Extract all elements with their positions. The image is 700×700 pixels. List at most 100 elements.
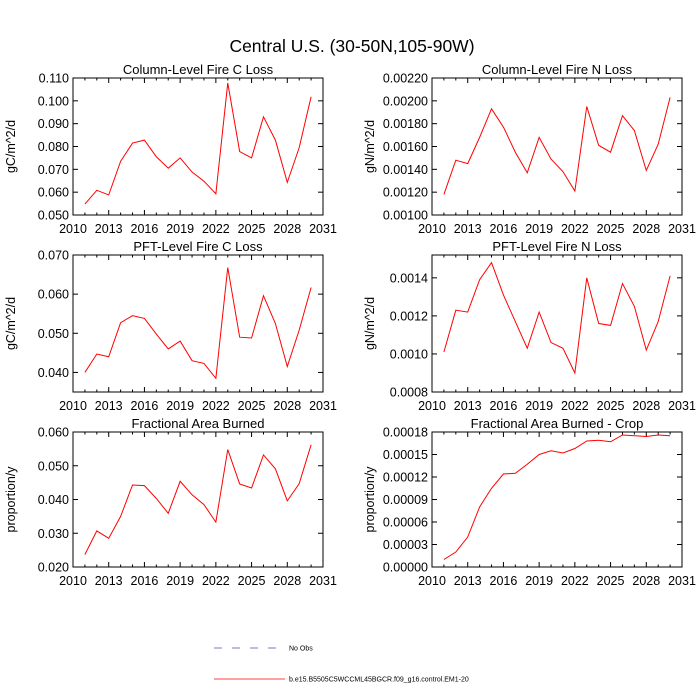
chart-panel: 2010 2013 2016 2019 2022 2025 2028 2031 0.020 0.0… (4, 416, 337, 588)
y-tick-label: 0.00012 (383, 471, 428, 485)
x-tick-label: 2025 (238, 399, 266, 413)
panel-title: Column-Level Fire C Loss (123, 62, 274, 77)
y-tick-label: 0.0014 (390, 271, 428, 285)
y-tick-label: 0.070 (38, 163, 69, 177)
y-tick-label: 0.0012 (390, 309, 428, 323)
x-tick-label: 2019 (166, 574, 194, 588)
x-tick-label: 2031 (309, 222, 337, 236)
x-tick-label: 2013 (454, 574, 482, 588)
y-tick-label: 0.020 (38, 561, 69, 575)
panel-title: Fractional Area Burned (132, 416, 265, 431)
x-tick-label: 2013 (95, 222, 123, 236)
y-tick-label: 0.100 (38, 94, 69, 108)
x-tick-label: 2010 (418, 222, 446, 236)
x-tick-label: 2010 (59, 222, 87, 236)
y-tick-label: 0.00140 (383, 163, 428, 177)
x-tick-label: 2028 (273, 222, 301, 236)
chart-panel: 2010 2013 2016 2019 2022 2025 2028 2031 0.050 0.0… (4, 62, 337, 236)
y-tick-label: 0.00100 (383, 209, 428, 223)
y-tick-label: 0.050 (38, 209, 69, 223)
x-tick-label: 2019 (525, 574, 553, 588)
x-tick-label: 2022 (202, 574, 230, 588)
x-tick-label: 2022 (202, 222, 230, 236)
y-axis-label: gC/m^2/d (4, 297, 18, 350)
y-tick-label: 0.00003 (383, 538, 428, 552)
series-line (84, 267, 312, 380)
x-tick-label: 2013 (95, 574, 123, 588)
plot-frame (431, 77, 683, 216)
y-tick-label: 0.090 (38, 117, 69, 131)
y-axis-label: gN/m^2/d (363, 297, 377, 350)
y-tick-label: 0.040 (38, 366, 69, 380)
x-tick-label: 2019 (166, 399, 194, 413)
x-tick-label: 2019 (166, 222, 194, 236)
x-tick-label: 2031 (668, 574, 696, 588)
x-tick-label: 2025 (238, 574, 266, 588)
y-tick-label: 0.00000 (383, 561, 428, 575)
series-line (84, 444, 312, 555)
x-tick-label: 2028 (273, 399, 301, 413)
x-tick-label: 2028 (273, 574, 301, 588)
chart-panel: 2010 2013 2016 2019 2022 2025 2028 2031 0.040 0.0… (4, 239, 337, 413)
x-tick-label: 2031 (668, 399, 696, 413)
x-tick-label: 2022 (202, 399, 230, 413)
x-tick-label: 2016 (131, 222, 159, 236)
x-tick-label: 2028 (632, 222, 660, 236)
y-tick-label: 0.00015 (383, 448, 428, 462)
x-tick-label: 2016 (490, 574, 518, 588)
x-tick-label: 2028 (632, 574, 660, 588)
y-tick-label: 0.00018 (383, 426, 428, 440)
panel-title: Column-Level Fire N Loss (482, 62, 633, 77)
x-tick-label: 2025 (238, 222, 266, 236)
y-tick-label: 0.040 (38, 493, 69, 507)
x-tick-label: 2022 (561, 574, 589, 588)
plot-frame (72, 77, 324, 216)
y-tick-label: 0.00200 (383, 94, 428, 108)
x-tick-label: 2013 (454, 399, 482, 413)
y-tick-label: 0.0008 (390, 386, 428, 400)
x-tick-label: 2013 (95, 399, 123, 413)
x-tick-label: 2025 (597, 222, 625, 236)
chart-panel: 2010 2013 2016 2019 2022 2025 2028 2031 0.00000 0… (363, 416, 696, 588)
series-line (84, 82, 312, 205)
y-tick-label: 0.00220 (383, 72, 428, 86)
x-tick-label: 2016 (490, 222, 518, 236)
panel-title: PFT-Level Fire N Loss (492, 239, 622, 254)
series-line (443, 97, 671, 195)
legend-label-no-obs: No Obs (289, 646, 313, 653)
x-tick-label: 2025 (597, 399, 625, 413)
panels: 2010 2013 2016 2019 2022 2025 2028 2031 0.050 0.0… (4, 62, 696, 588)
series-line (443, 261, 671, 375)
x-tick-label: 2019 (525, 222, 553, 236)
y-tick-label: 0.00120 (383, 186, 428, 200)
y-tick-label: 0.060 (38, 288, 69, 302)
x-tick-label: 2010 (418, 574, 446, 588)
y-tick-label: 0.050 (38, 459, 69, 473)
y-tick-label: 0.080 (38, 140, 69, 154)
y-tick-label: 0.060 (38, 186, 69, 200)
panel-title: Fractional Area Burned - Crop (471, 416, 644, 431)
x-tick-label: 2016 (131, 574, 159, 588)
x-tick-label: 2016 (131, 399, 159, 413)
y-axis-label: proportion/y (4, 466, 18, 533)
x-tick-label: 2019 (525, 399, 553, 413)
x-tick-label: 2031 (309, 399, 337, 413)
x-tick-label: 2022 (561, 399, 589, 413)
y-tick-label: 0.00160 (383, 140, 428, 154)
y-tick-label: 0.030 (38, 527, 69, 541)
panel-title: PFT-Level Fire C Loss (133, 239, 263, 254)
legend-label-model: b.e15.B5505C5WCCML45BGCR.f09_g16.control… (289, 677, 469, 684)
y-tick-label: 0.070 (38, 249, 69, 263)
y-axis-label: proportion/y (363, 466, 377, 533)
x-tick-label: 2013 (454, 222, 482, 236)
x-tick-label: 2028 (632, 399, 660, 413)
chart-panel: 2010 2013 2016 2019 2022 2025 2028 2031 0.00100 0… (363, 62, 696, 236)
plot-frame (72, 254, 324, 393)
x-tick-label: 2022 (561, 222, 589, 236)
legend: No Obs b.e15.B5505C5WCCML45BGCR.f09_g16.… (214, 646, 469, 684)
x-tick-label: 2016 (490, 399, 518, 413)
y-tick-label: 0.060 (38, 426, 69, 440)
x-tick-label: 2031 (668, 222, 696, 236)
series-line (443, 434, 671, 560)
